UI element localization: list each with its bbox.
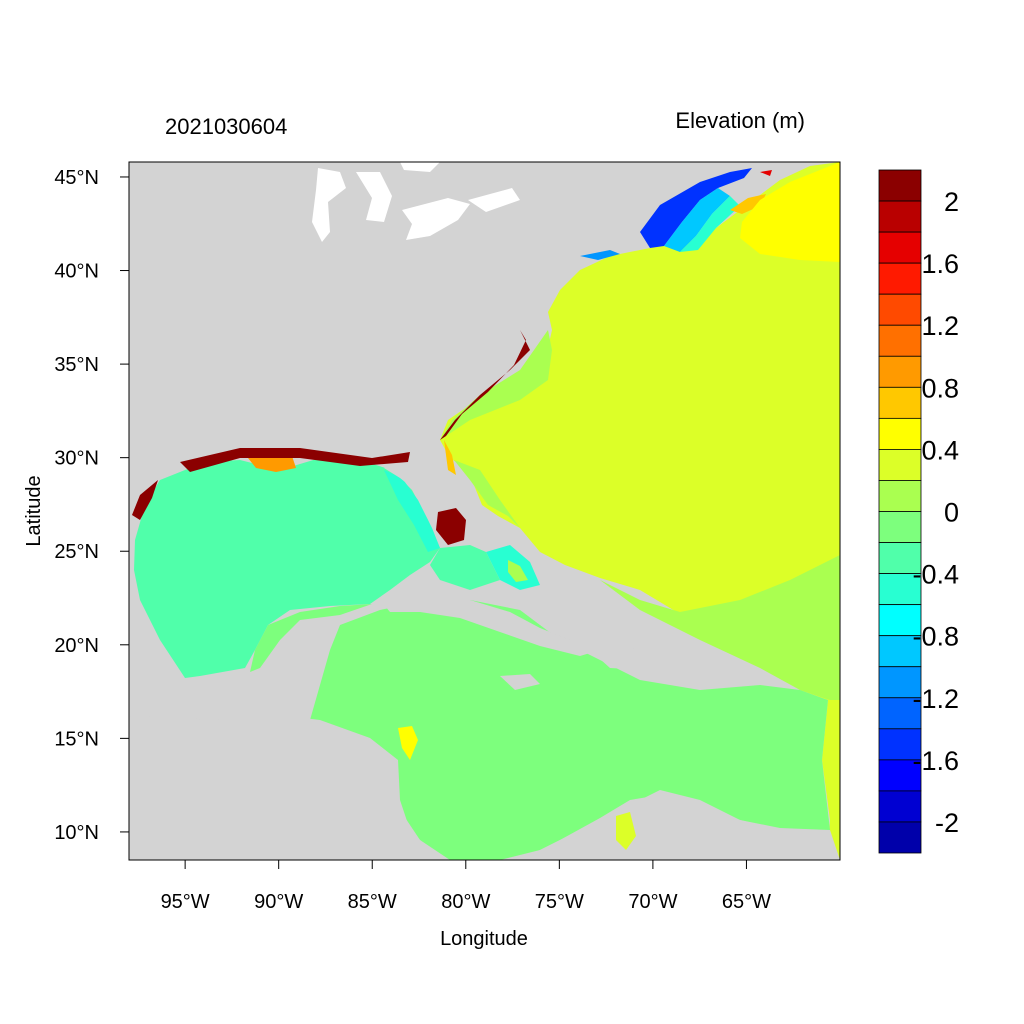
colorbar-label: 0.4 (921, 435, 959, 465)
y-axis-ticks: 45°N 40°N 35°N 30°N 25°N 20°N 15°N 10°N (54, 167, 129, 844)
colorbar-segment (878, 449, 922, 481)
maine-coast-high (760, 170, 772, 176)
x-tick-label: 75°W (535, 891, 584, 913)
x-tick-label: 85°W (348, 891, 397, 913)
colorbar-label: 2 (944, 187, 959, 217)
gulf-of-maine-rim (680, 196, 740, 252)
colorbar-segment (878, 293, 922, 326)
x-tick-label: 90°W (254, 891, 303, 913)
y-tick-label: 30°N (54, 448, 99, 470)
puerto-rico-island (705, 676, 738, 684)
colorbar-segment (878, 790, 922, 823)
colorbar: 2 1.6 1.2 0.8 0.4 0 -0.4 -0.8 -1.2 -1.6 -2 (878, 169, 959, 854)
colorbar-label: -0.8 (912, 622, 959, 652)
colorbar-segment (878, 511, 922, 543)
y-tick-label: 25°N (54, 541, 99, 563)
y-tick-label: 35°N (54, 354, 99, 376)
map-border (128, 161, 841, 861)
y-axis-label: Latitude (23, 475, 45, 546)
gulf-of-maine-edge (664, 188, 730, 252)
campeche-shelf (250, 604, 372, 672)
colorbar-label: -1.6 (912, 746, 959, 776)
florida-east-surge (444, 440, 456, 475)
great-lakes (312, 162, 520, 242)
colorbar-segment (878, 355, 922, 388)
shelf-band (440, 330, 552, 528)
south-atlantic-region (600, 555, 840, 700)
nova-scotia-high (730, 194, 766, 214)
colorbar-label: 0 (944, 498, 959, 528)
colorbar-segment (878, 759, 922, 792)
maracaibo-high (616, 812, 636, 850)
x-tick-label: 65°W (722, 891, 771, 913)
variable-title: Elevation (m) (675, 108, 805, 133)
timestamp-title: 2021030604 (165, 114, 287, 139)
hispaniola-island (590, 648, 700, 676)
gulf-of-maine-anomaly (640, 168, 752, 248)
honduras-coast-high (398, 726, 418, 760)
cuba-island (380, 590, 600, 656)
colorbar-label: 0.8 (921, 373, 959, 403)
atlantic-ocean (440, 162, 840, 860)
texas-coast-surge (132, 480, 158, 520)
gulf-coast-surge (180, 448, 410, 472)
y-tick-label: 20°N (54, 635, 99, 657)
colorbar-segment (878, 386, 922, 419)
jamaica-island (500, 674, 540, 690)
carolina-coast-surge (440, 330, 530, 440)
bahamas-bank (508, 560, 528, 582)
south-america-land (520, 795, 840, 860)
caribbean-sea (310, 600, 830, 860)
y-tick-label: 15°N (54, 728, 99, 750)
x-tick-label: 80°W (441, 891, 490, 913)
colorbar-segment (878, 417, 922, 450)
x-tick-label: 70°W (628, 891, 677, 913)
colorbar-segment (878, 635, 922, 668)
colorbar-label: 1.2 (921, 311, 959, 341)
colorbar-label: -1.2 (912, 684, 959, 714)
colorbar-segment (878, 821, 922, 854)
long-island-low (580, 250, 620, 260)
colorbar-label: -0.4 (912, 560, 959, 590)
florida-shelf (384, 470, 440, 552)
x-axis-ticks: 95°W 90°W 85°W 80°W 75°W 70°W 65°W (161, 860, 771, 913)
florida-straits (430, 545, 500, 590)
x-axis-label: Longitude (440, 928, 528, 950)
y-tick-label: 45°N (54, 167, 99, 189)
colorbar-segment (878, 480, 922, 512)
colorbar-segment (878, 573, 922, 606)
colorbar-segment (878, 262, 922, 295)
gulf-of-mexico (134, 458, 440, 678)
northeast-high-region (740, 162, 840, 262)
colorbar-segment (878, 604, 922, 637)
colorbar-label: -2 (935, 808, 959, 838)
x-tick-label: 95°W (161, 891, 210, 913)
map-panel (128, 161, 841, 861)
y-tick-label: 10°N (54, 822, 99, 844)
colorbar-label: 1.6 (921, 249, 959, 279)
y-tick-label: 40°N (54, 261, 99, 283)
colorbar-segment (878, 666, 922, 699)
colorbar-segment (878, 324, 922, 357)
central-america-land (129, 715, 450, 860)
colorbar-segment (878, 200, 922, 233)
colorbar-segment (878, 169, 922, 202)
south-florida-surge (436, 508, 466, 545)
colorbar-segment (878, 231, 922, 264)
